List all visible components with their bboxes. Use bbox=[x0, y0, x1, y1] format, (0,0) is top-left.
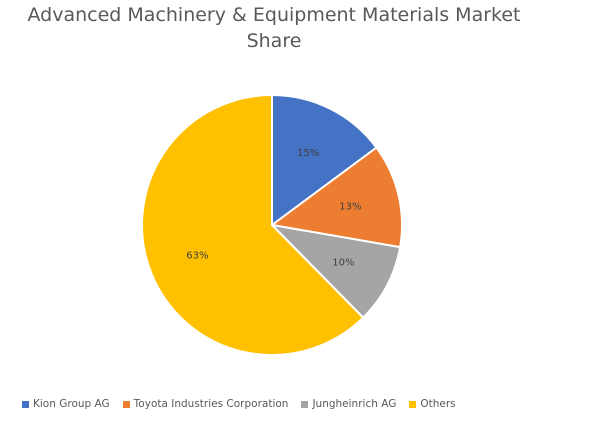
chart-title-line-2: Share bbox=[246, 30, 302, 52]
legend-item-jungheinrich: Jungheinrich AG bbox=[301, 398, 396, 410]
legend-label-jungheinrich: Jungheinrich AG bbox=[312, 398, 397, 410]
legend-swatch-jungheinrich bbox=[301, 400, 309, 408]
chart-legend: Kion Group AG Toyota Industries Corporat… bbox=[22, 398, 469, 410]
legend-label-kion-group: Kion Group AG bbox=[33, 398, 110, 410]
legend-swatch-others bbox=[409, 400, 417, 408]
legend-label-others: Others bbox=[420, 398, 456, 410]
data-label-jungheinrich: 10% bbox=[332, 257, 354, 268]
data-label-others: 63% bbox=[186, 251, 208, 262]
pie-slice-kion-group bbox=[271, 93, 378, 227]
chart-title-line-1: Advanced Machinery & Equipment Materials… bbox=[27, 4, 521, 26]
chart-title: Advanced Machinery & Equipment Materials… bbox=[0, 2, 548, 54]
legend-item-toyota-industries: Toyota Industries Corporation bbox=[122, 398, 289, 410]
legend-swatch-kion-group bbox=[22, 400, 29, 408]
data-label-toyota-industries: 13% bbox=[339, 201, 361, 212]
legend-label-toyota-industries: Toyota Industries Corporation bbox=[133, 398, 289, 410]
legend-item-kion-group: Kion Group AG bbox=[22, 398, 110, 410]
pie-slice-jungheinrich bbox=[269, 223, 402, 320]
legend-swatch-toyota-industries bbox=[122, 400, 130, 408]
data-label-kion-group: 15% bbox=[297, 148, 319, 159]
pie-slice-toyota-industries bbox=[269, 146, 403, 249]
legend-item-others: Others bbox=[409, 398, 456, 410]
pie-slice-others bbox=[141, 93, 365, 356]
